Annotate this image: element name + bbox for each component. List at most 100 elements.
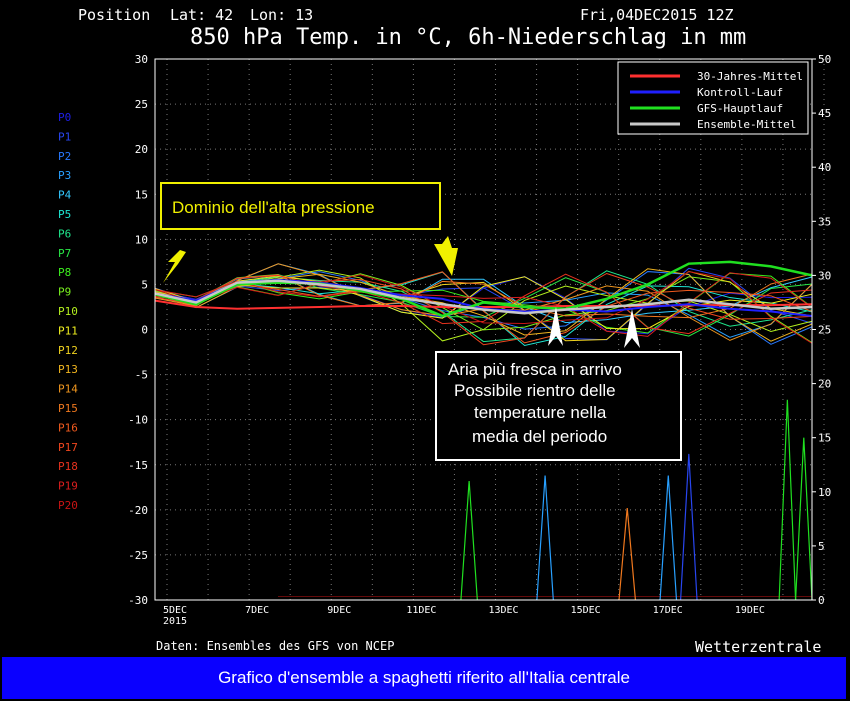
- y-right-tick-label: 10: [818, 486, 831, 499]
- y-left-tick-label: 5: [141, 278, 148, 291]
- member-label: P4: [58, 189, 72, 202]
- legend-label-1: Kontroll-Lauf: [697, 86, 783, 99]
- member-label: P17: [58, 441, 78, 454]
- y-right-tick-label: 45: [818, 107, 831, 120]
- member-label: P9: [58, 286, 71, 299]
- precip-spike-1: [536, 475, 554, 601]
- annotation-high-pressure-text: Dominio dell'alta pressione: [172, 198, 375, 217]
- legend-box: [617, 61, 809, 135]
- y-left-tick-label: -5: [135, 369, 148, 382]
- y-right-tick-label: 5: [818, 540, 825, 553]
- member-line-P16: [154, 271, 813, 344]
- precip-spike-4: [680, 453, 698, 601]
- y-left-tick-label: -10: [128, 414, 148, 427]
- member-label: P13: [58, 363, 78, 376]
- annotation-cool-air-line3: temperature nella: [474, 403, 607, 422]
- y-right-tick-label: 50: [818, 53, 831, 66]
- member-line-P19: [154, 272, 813, 337]
- member-label: P0: [58, 111, 71, 124]
- series-line-GFS-Hauptlauf: [154, 260, 813, 318]
- x-tick-label: 11DEC: [406, 605, 436, 616]
- y-left-tick-label: 25: [135, 98, 148, 111]
- member-label: P6: [58, 227, 71, 240]
- member-line-P18: [154, 273, 813, 335]
- caption-bar: Grafico d'ensemble a spaghetti riferito …: [2, 657, 846, 699]
- annotation-cool-air: Aria più fresca in arrivo Possibile rien…: [435, 307, 682, 461]
- member-label: P1: [58, 130, 71, 143]
- arrow-yellow-left-icon: [163, 250, 186, 283]
- y-right-tick-label: 15: [818, 432, 831, 445]
- member-label: P14: [58, 383, 78, 396]
- member-label: P16: [58, 421, 78, 434]
- member-label: P12: [58, 344, 78, 357]
- member-label: P8: [58, 266, 71, 279]
- member-label: P18: [58, 460, 78, 473]
- x-tick-label: 5DEC: [163, 605, 187, 616]
- member-label: P2: [58, 150, 71, 163]
- series-line-Ensemble-Mittel: [154, 279, 813, 315]
- member-label: P3: [58, 169, 71, 182]
- member-label: P11: [58, 324, 78, 337]
- arrow-white-right-icon: [624, 309, 640, 348]
- arrow-white-left-icon: [548, 307, 563, 346]
- y-left-tick-label: 30: [135, 53, 148, 66]
- caption-text: Grafico d'ensemble a spaghetti riferito …: [218, 668, 630, 687]
- member-line-P15: [154, 273, 813, 319]
- x-tick-label: 17DEC: [653, 605, 683, 616]
- precip-spike-6: [794, 437, 813, 601]
- plot-frame: [154, 58, 813, 601]
- member-label: P10: [58, 305, 78, 318]
- member-list: P0 P1 P2 P3 P4 P5 P6 P7 P8 P9 P10 P11 P12 P13 P14 P15 P1…: [58, 111, 78, 512]
- y-right-tick-label: 30: [818, 269, 831, 282]
- member-label: P15: [58, 402, 78, 415]
- member-label: P5: [58, 208, 71, 221]
- legend-label-2: GFS-Hauptlauf: [697, 102, 783, 115]
- header-position: Position: [78, 6, 150, 24]
- x-tick-label: 13DEC: [488, 605, 518, 616]
- y-right-tick-label: 40: [818, 161, 831, 174]
- header-lat: Lat: 42: [170, 6, 233, 24]
- annotation-cool-air-line2: Possibile rientro delle: [454, 381, 616, 400]
- member-label: P7: [58, 247, 71, 260]
- y-left-tick-label: 0: [141, 324, 148, 337]
- member-label: P20: [58, 499, 78, 512]
- ensemble-chart: -30 -25 -20 -15 -10 -5 0 5 10 15 20 25 30 0 5 10 15 20 25 3…: [58, 6, 831, 656]
- member-line-P20: [154, 271, 813, 344]
- precip-spike-0: [460, 480, 478, 601]
- annotation-cool-air-line1: Aria più fresca in arrivo: [448, 360, 622, 379]
- precip-spike-3: [659, 475, 678, 601]
- x-tick-label: 9DEC: [327, 605, 351, 616]
- y-left-tick-label: -30: [128, 594, 148, 607]
- member-line-P3: [154, 263, 813, 338]
- y-left-tick-label: 10: [135, 233, 148, 246]
- arrow-yellow-mid-icon: [434, 236, 458, 276]
- y-left-tick-label: -20: [128, 504, 148, 517]
- annotation-box-cool-air: [435, 351, 682, 461]
- y-left-tick-label: -25: [128, 549, 148, 562]
- x-tick-label: 2015: [163, 616, 187, 627]
- annotation-cool-air-line4: media del periodo: [472, 427, 607, 446]
- annotation-box-high-pressure: [160, 182, 441, 230]
- member-label: P19: [58, 480, 78, 493]
- y-left-tick-label: 15: [135, 188, 148, 201]
- y-right-tick-label: 20: [818, 378, 831, 391]
- source-note: Daten: Ensembles des GFS von NCEP: [156, 639, 394, 653]
- y-right-tick-label: 25: [818, 324, 831, 337]
- member-line-P6: [154, 270, 813, 343]
- precip-spike-5: [778, 399, 797, 601]
- y-left-tick-label: 20: [135, 143, 148, 156]
- y-left-tick-label: -15: [128, 459, 148, 472]
- brand-label: Wetterzentrale: [695, 638, 821, 656]
- precip-spike-2: [618, 507, 637, 601]
- x-tick-label: 15DEC: [571, 605, 601, 616]
- x-tick-label: 7DEC: [245, 605, 269, 616]
- axes: -30 -25 -20 -15 -10 -5 0 5 10 15 20 25 30 0 5 10 15 20 25 3…: [128, 53, 831, 627]
- legend-label-0: 30-Jahres-Mittel: [697, 70, 803, 83]
- x-tick-label: 19DEC: [735, 605, 765, 616]
- legend: 30-Jahres-Mittel Kontroll-Lauf GFS-Hauptla…: [617, 61, 809, 135]
- header-lon: Lon: 13: [250, 6, 313, 24]
- header-date: Fri,04DEC2015 12Z: [580, 6, 734, 24]
- annotation-high-pressure: Dominio dell'alta pressione: [160, 182, 458, 283]
- y-right-tick-label: 35: [818, 215, 831, 228]
- y-right-tick-label: 0: [818, 594, 825, 607]
